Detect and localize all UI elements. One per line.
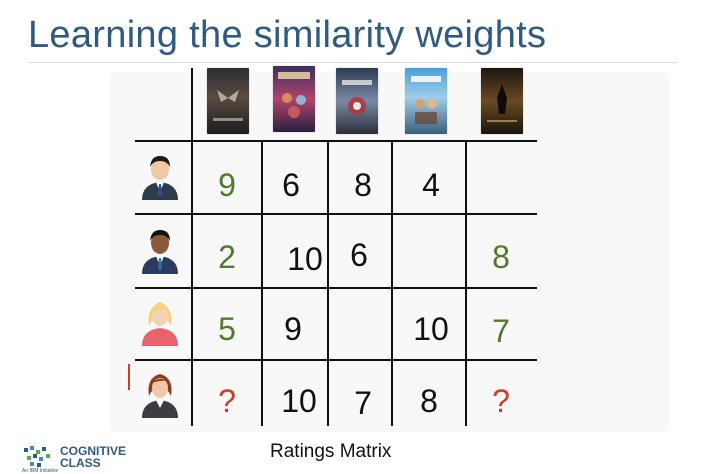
- cognitive-class-logo: COGNITIVE CLASS An IBM Initiative: [22, 444, 127, 474]
- hitchhikers-characters-icon: [411, 76, 441, 124]
- grid-line-h4: [135, 359, 537, 361]
- rating-cell: ?: [218, 382, 236, 419]
- guardians-group-icon: [278, 72, 310, 118]
- title-divider: [28, 62, 678, 63]
- dark-knight-figure-icon: [487, 84, 517, 122]
- logo-line1: COGNITIVE: [60, 444, 127, 458]
- rating-cell: 5: [218, 310, 236, 347]
- cognitive-class-logo-icon: [24, 446, 50, 467]
- captain-america-civil-war-poster-icon: [336, 68, 378, 134]
- rating-cell: 2: [218, 238, 236, 275]
- grid-line-h2: [135, 213, 537, 215]
- page-title: Learning the similarity weights: [28, 14, 547, 56]
- rating-cell: 10: [413, 310, 449, 347]
- ratings-matrix-caption: Ratings Matrix: [270, 441, 392, 462]
- man-dark-skin-avatar-icon: [142, 230, 178, 274]
- logo-line2: CLASS: [60, 456, 101, 470]
- batman-logo-icon: [213, 90, 243, 121]
- rating-cell: 8: [354, 166, 372, 203]
- logo-tagline: An IBM Initiative: [22, 468, 59, 474]
- rating-cell: 4: [422, 166, 440, 203]
- background-watermark: [110, 72, 670, 432]
- grid-line-h3: [135, 287, 537, 289]
- rating-cell: 6: [282, 166, 300, 203]
- woman-blonde-avatar-icon: [142, 302, 178, 346]
- man-dark-hair-avatar-icon: [142, 156, 178, 200]
- civil-war-heroes-icon: [342, 80, 372, 115]
- rating-cell: 9: [284, 310, 302, 347]
- rating-cell: 6: [350, 236, 368, 273]
- grid-line-v2: [261, 140, 263, 426]
- rating-cell: 8: [420, 382, 438, 419]
- rating-cell: 10: [287, 240, 323, 277]
- batman-v-superman-poster-icon: [207, 68, 249, 134]
- woman-redhair-avatar-icon: [142, 374, 178, 418]
- grid-line-h1: [135, 140, 537, 142]
- rating-cell: 10: [281, 382, 317, 419]
- grid-line-v4: [391, 140, 393, 426]
- rating-cell: [324, 294, 394, 364]
- grid-line-v1: [191, 68, 193, 426]
- rating-cell: 7: [492, 312, 510, 349]
- rating-cell: 9: [218, 166, 236, 203]
- hitchhikers-guide-poster-icon: [405, 68, 447, 134]
- rating-cell: [396, 222, 466, 292]
- grid-line-v5: [465, 140, 467, 426]
- dark-knight-poster-icon: [481, 68, 523, 134]
- rating-cell: [466, 150, 536, 220]
- rating-cell: 7: [354, 384, 372, 421]
- red-cursor-mark: [128, 364, 130, 390]
- grid-line-v3: [327, 140, 329, 426]
- guardians-of-the-galaxy-poster-icon: [273, 66, 315, 132]
- rating-cell: 8: [492, 238, 510, 275]
- rating-cell: ?: [492, 382, 510, 419]
